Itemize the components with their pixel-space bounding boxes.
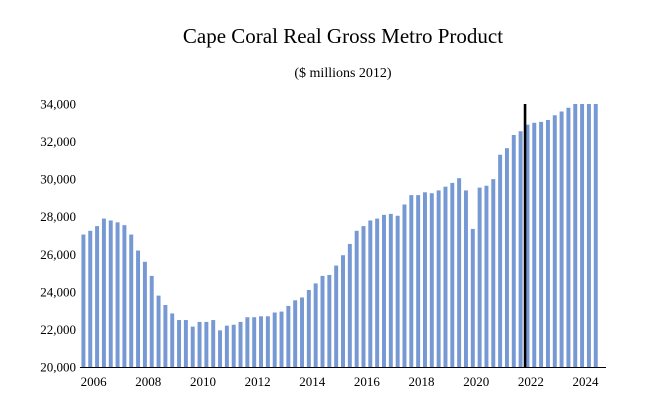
bar (361, 226, 366, 367)
bar (450, 182, 455, 367)
bar (245, 317, 250, 367)
bar (306, 289, 311, 367)
bar (197, 321, 202, 367)
bar (580, 104, 585, 367)
y-tick-label: 30,000 (40, 172, 76, 187)
bar (457, 178, 462, 367)
bar (368, 220, 373, 367)
bar (552, 115, 557, 368)
bar (190, 326, 195, 367)
bar (286, 305, 291, 367)
bar (313, 283, 318, 367)
x-tick-label: 2014 (299, 374, 326, 389)
bar (163, 305, 168, 367)
bar (416, 195, 421, 367)
bar (409, 195, 414, 367)
x-tick-label: 2018 (409, 374, 435, 389)
bar (279, 311, 284, 367)
bar (545, 119, 550, 367)
bar (436, 190, 441, 367)
x-tick-label: 2024 (573, 374, 600, 389)
y-tick-label: 26,000 (40, 247, 76, 262)
y-tick-label: 24,000 (40, 284, 76, 299)
bar (252, 317, 257, 367)
bar (265, 316, 270, 367)
bar (101, 218, 106, 367)
bar (224, 325, 229, 367)
bar (320, 275, 325, 367)
bar (470, 228, 475, 367)
bar (341, 255, 345, 367)
bar (108, 220, 113, 367)
bar (327, 274, 332, 367)
bar (177, 320, 182, 367)
bar (395, 215, 400, 367)
bar (429, 193, 434, 367)
bar (422, 192, 427, 367)
bar (218, 330, 223, 367)
y-tick-label: 28,000 (40, 209, 76, 224)
y-tick-label: 34,000 (40, 97, 76, 112)
bar (559, 111, 564, 367)
bar (504, 148, 509, 367)
bar (88, 230, 93, 367)
bar (463, 190, 468, 367)
bar (347, 243, 352, 367)
bar (532, 122, 537, 367)
bar (142, 261, 147, 367)
bar (231, 324, 236, 367)
x-tick-label: 2020 (463, 374, 489, 389)
x-tick-label: 2006 (81, 374, 108, 389)
bar (354, 230, 359, 367)
y-tick-label: 32,000 (40, 134, 76, 149)
bar (136, 250, 141, 367)
bar (566, 107, 571, 367)
bar (484, 185, 489, 367)
bar (573, 104, 578, 367)
bar (95, 226, 100, 367)
bar (525, 124, 530, 367)
bar (238, 321, 243, 367)
bar (170, 313, 175, 367)
x-tick-label: 2022 (518, 374, 544, 389)
x-tick-label: 2012 (245, 374, 271, 389)
bar (300, 297, 304, 367)
bar (115, 222, 120, 367)
bar (477, 187, 482, 367)
bar (388, 213, 393, 367)
bar (156, 295, 161, 367)
bar (122, 225, 127, 367)
bar (183, 320, 188, 367)
bar (81, 234, 86, 367)
bar (375, 218, 380, 367)
bar (382, 214, 386, 367)
bar (518, 131, 523, 367)
x-tick-label: 2008 (135, 374, 161, 389)
bar (204, 321, 209, 367)
bar (593, 104, 598, 367)
chart-title: Cape Coral Real Gross Metro Product (182, 24, 504, 48)
bar (539, 121, 544, 367)
y-tick-label: 20,000 (40, 360, 76, 375)
bar (293, 300, 298, 367)
bar (211, 320, 216, 367)
bar (149, 275, 154, 367)
bar (402, 204, 407, 367)
bar (272, 312, 277, 367)
bar (129, 234, 134, 367)
y-tick-label: 22,000 (40, 322, 76, 337)
bar (443, 186, 448, 367)
x-tick-label: 2010 (190, 374, 216, 389)
bar (586, 104, 591, 367)
chart-subtitle: ($ millions 2012) (294, 66, 392, 81)
bar (511, 135, 516, 367)
bar (334, 265, 339, 367)
x-tick-label: 2016 (354, 374, 381, 389)
bar (491, 179, 496, 367)
bar (498, 154, 503, 367)
bar (259, 316, 263, 367)
